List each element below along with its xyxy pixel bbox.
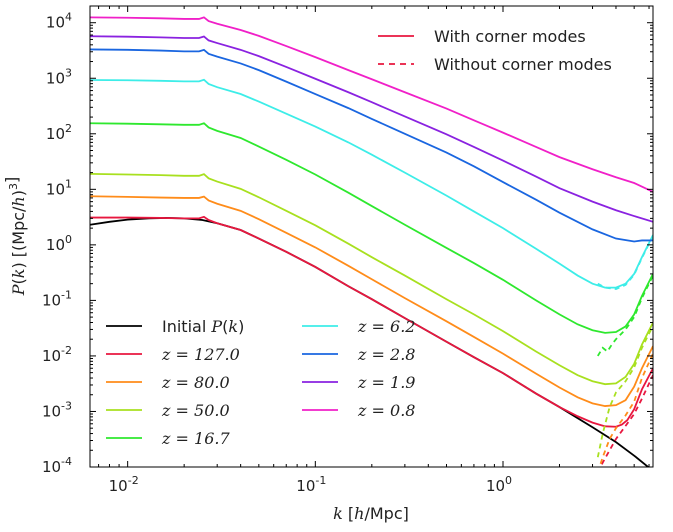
legend-label-8: z = 0.8 [357, 401, 415, 420]
series-line-1 [90, 195, 653, 407]
series-dashed-line-1 [598, 353, 653, 467]
series-legend: Initial P(k) z = 127.0 z = 80.0 z = 50.0 z =… [106, 317, 415, 448]
y-tick-label-7: 103 [46, 66, 72, 87]
x-tick-label-1: 10-1 [296, 474, 326, 495]
series-dashed-line-2 [596, 325, 653, 458]
series-line-0 [90, 215, 653, 428]
legend-label-6: z = 2.8 [357, 345, 415, 364]
x-tick-label-0: 10-2 [109, 474, 139, 495]
style-legend-label-0: With corner modes [434, 27, 586, 46]
ticks-layer: 10-4 10-3 10-2 10-1 100 101 102 103 104 10-2 10-1 1… [42, 5, 653, 495]
series-line-5 [90, 48, 653, 243]
series-line-2 [90, 172, 653, 386]
legend-label-0: Initial P(k) [162, 317, 244, 336]
series-dashed-line-0 [599, 374, 653, 467]
series-line-7 [90, 16, 653, 193]
series-line-6 [90, 35, 653, 223]
legend-label-5: z = 6.2 [357, 317, 415, 336]
y-tick-label-4: 100 [46, 233, 72, 254]
y-tick-label-6: 102 [46, 122, 72, 143]
x-axis-label: k [h/Mpc] [333, 504, 409, 523]
y-tick-label-5: 101 [46, 177, 72, 198]
plot-area [90, 6, 653, 467]
legend-label-4: z = 16.7 [161, 429, 230, 448]
y-tick-label-2: 10-2 [42, 344, 72, 365]
y-tick-label-3: 10-1 [42, 288, 72, 309]
series-line-3 [90, 122, 653, 334]
legend-label-3: z = 50.0 [161, 401, 230, 420]
y-axis-label: P(k) [(Mpc/h)3] [2, 177, 28, 297]
series-dashed-line-4 [597, 235, 653, 290]
style-legend-label-1: Without corner modes [434, 55, 612, 74]
legend-label-1: z = 127.0 [161, 345, 240, 364]
x-tick-label-2: 100 [486, 474, 512, 495]
series-line-4 [90, 78, 653, 289]
y-tick-label-1: 10-3 [42, 399, 72, 420]
legend-label-2: z = 80.0 [161, 373, 230, 392]
style-legend: With corner modes Without corner modes [378, 27, 612, 74]
legend-label-7: z = 1.9 [357, 373, 415, 392]
y-tick-label-8: 104 [46, 11, 72, 32]
y-tick-label-0: 10-4 [42, 455, 72, 476]
curves-layer [90, 16, 653, 467]
